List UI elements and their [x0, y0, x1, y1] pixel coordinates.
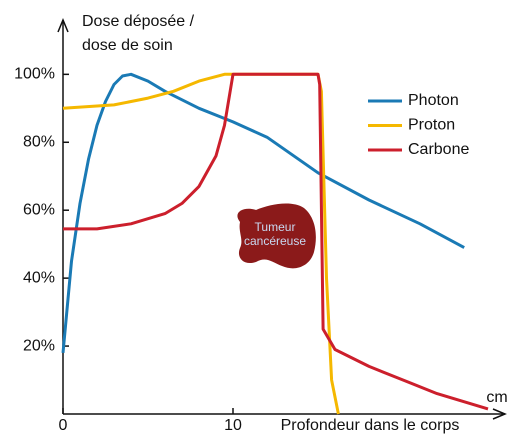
series-line — [63, 72, 489, 411]
y-tick-label: 100% — [14, 66, 55, 83]
x-tick-label: 10 — [224, 417, 242, 434]
legend-label: Proton — [408, 117, 455, 134]
y-tick-label: 60% — [23, 201, 55, 218]
annotation: Tumeur — [255, 220, 296, 234]
tumor-blob — [237, 203, 316, 269]
x-axis-label: Profondeur dans le corps — [281, 417, 460, 434]
y-axis-label: Dose déposée / — [82, 13, 195, 30]
y-axis-label: dose de soin — [82, 37, 173, 54]
annotation: cancéreuse — [244, 234, 306, 248]
series-line — [62, 72, 340, 415]
y-tick-label: 40% — [23, 269, 55, 286]
series-line — [61, 72, 465, 354]
y-tick-label: 20% — [23, 337, 55, 354]
x-tick-label: 0 — [59, 417, 68, 434]
y-tick-label: 80% — [23, 133, 55, 150]
x-axis-unit: cm — [486, 389, 507, 406]
x-axis-arrow — [492, 408, 507, 420]
legend-label: Carbone — [408, 141, 469, 158]
legend-label: Photon — [408, 92, 459, 109]
y-axis-arrow — [57, 18, 69, 33]
